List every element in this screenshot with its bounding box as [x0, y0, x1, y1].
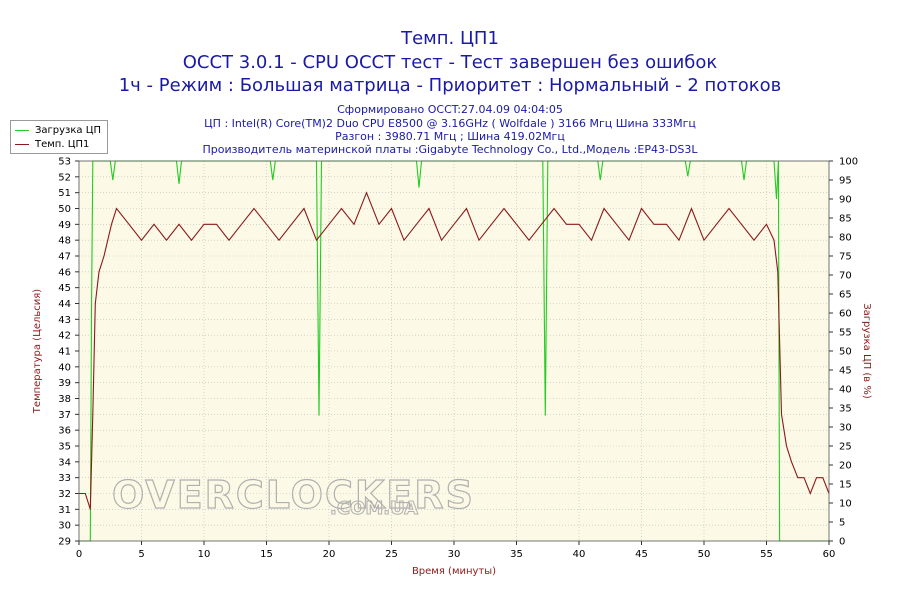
- x-tick-label: 0: [76, 549, 82, 560]
- y-right-tick-label: 30: [839, 423, 852, 434]
- y-right-tick-label: 5: [839, 518, 845, 529]
- y-left-tick-label: 52: [58, 172, 71, 183]
- watermark-logo-text: OVERCLOCKERS: [112, 473, 475, 517]
- y-left-tick-label: 53: [58, 157, 71, 168]
- x-tick-label: 40: [573, 549, 586, 560]
- y-left-tick-label: 31: [58, 505, 71, 516]
- y-left-tick-label: 47: [58, 252, 71, 263]
- y-right-tick-label: 50: [839, 347, 852, 358]
- x-tick-label: 45: [635, 549, 648, 560]
- y-left-tick-label: 32: [58, 489, 71, 500]
- legend-item-cpu-temp: Темп. ЦП1: [15, 137, 89, 151]
- legend: Загрузка ЦП Темп. ЦП1: [10, 120, 108, 154]
- y-right-tick-label: 10: [839, 499, 852, 510]
- x-tick-label: 50: [698, 549, 711, 560]
- y-left-tick-label: 30: [58, 521, 71, 532]
- y-left-tick-label: 33: [58, 473, 71, 484]
- y-right-tick-label: 0: [839, 537, 845, 548]
- y-right-tick-label: 95: [839, 176, 852, 187]
- y-right-tick-label: 45: [839, 366, 852, 377]
- watermark: OVERCLOCKERS.COM.UA: [111, 472, 475, 519]
- series-cpu-temp-line: [79, 191, 830, 510]
- y-right-tick-label: 80: [839, 233, 852, 244]
- legend-swatch-cpu-load: [15, 129, 29, 131]
- y-left-tick-label: 51: [58, 188, 71, 199]
- y-right-tick-label: 70: [839, 271, 852, 282]
- legend-label-cpu-load: Загрузка ЦП: [35, 124, 102, 136]
- y-right-tick-label: 15: [839, 480, 852, 491]
- chart-subtitle-test: OCCT 3.0.1 - CPU OCCT тест - Тест заверш…: [182, 52, 718, 73]
- x-tick-label: 35: [510, 549, 523, 560]
- y-right-tick-label: 65: [839, 290, 852, 301]
- y-right-tick-label: 40: [839, 385, 852, 396]
- y-left-tick-label: 29: [58, 537, 71, 548]
- y-right-tick-label: 90: [839, 195, 852, 206]
- y-left-tick-label: 34: [58, 457, 71, 468]
- axis-ticks: 0 5 10 15 20 25 30 35 40 45 50 55 602930313233343536…: [58, 157, 858, 561]
- y-left-tick-label: 49: [58, 220, 71, 231]
- y-right-tick-label: 55: [839, 328, 852, 339]
- info-motherboard: Производитель материнской платы :Gigabyt…: [202, 143, 698, 156]
- x-tick-label: 30: [448, 549, 461, 560]
- x-tick-label: 55: [760, 549, 773, 560]
- y-axis-left-label: Температура (Цельсия): [32, 289, 43, 414]
- chart-title: Темп. ЦП1: [401, 28, 499, 49]
- info-cpu: ЦП : Intel(R) Core(TM)2 Duo CPU E8500 @ …: [204, 117, 696, 130]
- y-left-tick-label: 39: [58, 378, 71, 389]
- info-overclock: Разгон : 3980.71 Мгц ; Шина 419.02Мгц: [335, 130, 565, 143]
- info-generated: Сформировано OCCT:27.04.09 04:04:05: [337, 103, 563, 116]
- watermark-domain-text: .COM.UA: [330, 498, 418, 519]
- y-right-tick-label: 100: [839, 157, 858, 168]
- y-left-tick-label: 43: [58, 315, 71, 326]
- x-tick-label: 20: [323, 549, 336, 560]
- y-axis-right-label: Загрузка ЦП (в %): [861, 303, 872, 399]
- x-axis-label: Время (минуты): [412, 566, 496, 577]
- legend-label-cpu-temp: Темп. ЦП1: [35, 138, 90, 150]
- y-left-tick-label: 38: [58, 394, 71, 405]
- y-right-tick-label: 60: [839, 309, 852, 320]
- x-tick-label: 60: [823, 549, 836, 560]
- y-left-tick-label: 42: [58, 331, 71, 342]
- x-tick-label: 15: [260, 549, 273, 560]
- y-right-tick-label: 75: [839, 252, 852, 263]
- y-right-tick-label: 85: [839, 214, 852, 225]
- y-right-tick-label: 35: [839, 404, 852, 415]
- x-tick-label: 5: [138, 549, 144, 560]
- y-left-tick-label: 48: [58, 236, 71, 247]
- y-right-tick-label: 25: [839, 442, 852, 453]
- y-left-tick-label: 45: [58, 283, 71, 294]
- y-left-tick-label: 50: [58, 204, 71, 215]
- x-tick-label: 10: [198, 549, 211, 560]
- y-left-tick-label: 44: [58, 299, 71, 310]
- y-left-tick-label: 35: [58, 442, 71, 453]
- y-left-tick-label: 37: [58, 410, 71, 421]
- x-tick-label: 25: [385, 549, 398, 560]
- y-left-tick-label: 41: [58, 347, 71, 358]
- y-left-tick-label: 40: [58, 362, 71, 373]
- y-right-tick-label: 20: [839, 461, 852, 472]
- y-left-tick-label: 36: [58, 426, 71, 437]
- legend-swatch-cpu-temp: [15, 143, 29, 145]
- legend-item-cpu-load: Загрузка ЦП: [15, 123, 101, 137]
- chart-subtitle-mode: 1ч - Режим : Большая матрица - Приоритет…: [118, 75, 782, 96]
- y-left-tick-label: 46: [58, 267, 71, 278]
